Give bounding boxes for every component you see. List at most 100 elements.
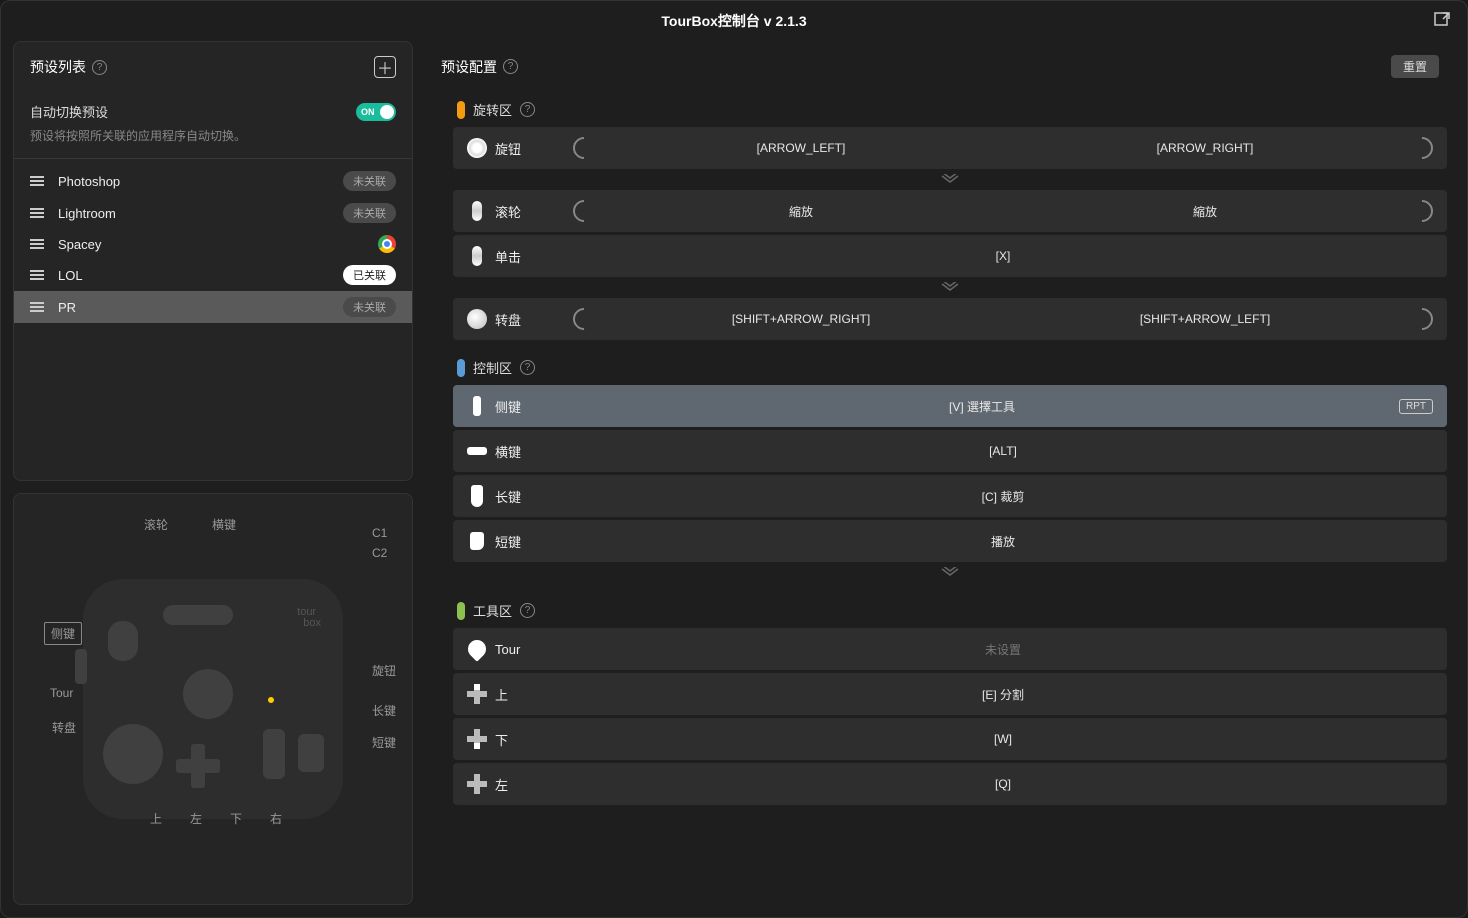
row-label: 短键 (495, 532, 565, 551)
device-diagram-panel: tour box 滚轮横键C1C2侧键Tour转盘旋钮长键短键上左下右 (13, 493, 413, 905)
drag-icon[interactable] (30, 176, 44, 186)
auto-switch-toggle[interactable]: ON (356, 103, 396, 121)
preset-list-panel: 预设列表 ? ＋ 自动切换预设 ON 预设将按照所关联的应用程序自动切换。 (13, 41, 413, 481)
expand-chevron[interactable] (453, 172, 1447, 190)
ccw-icon (568, 303, 599, 334)
help-icon[interactable]: ? (520, 102, 535, 117)
preset-badge: 未关联 (343, 203, 396, 223)
action-row[interactable]: 下[W] (453, 718, 1447, 760)
device-label: C1 (372, 526, 387, 540)
rotate-row[interactable]: 旋钮[ARROW_LEFT][ARROW_RIGHT] (453, 127, 1447, 169)
row-label: Tour (495, 642, 565, 657)
config-section: 工具区? Tour 未设置上 [E] 分割下[W]左[Q] (453, 593, 1447, 805)
drag-icon[interactable] (30, 239, 44, 249)
dev-hkey (163, 605, 233, 625)
toggle-knob (380, 105, 394, 119)
config-body[interactable]: 旋转区?旋钮[ARROW_LEFT][ARROW_RIGHT]滚轮縮放縮放单击[… (425, 92, 1455, 905)
cw-icon (1406, 132, 1437, 163)
auto-switch-desc: 预设将按照所关联的应用程序自动切换。 (30, 127, 396, 144)
config-section: 旋转区?旋钮[ARROW_LEFT][ARROW_RIGHT]滚轮縮放縮放单击[… (453, 92, 1447, 340)
expand-chevron[interactable] (453, 280, 1447, 298)
section-header: 工具区? (453, 593, 1447, 628)
dev-dpad-h (176, 759, 220, 773)
device-label: 长键 (372, 702, 396, 719)
section-marker (457, 101, 465, 119)
drag-icon[interactable] (30, 302, 44, 312)
row-action: [C] 裁剪 (573, 488, 1433, 505)
help-icon[interactable]: ? (520, 360, 535, 375)
action-row[interactable]: 短键播放 (453, 520, 1447, 562)
row-label: 上 (495, 685, 565, 704)
config-panel: 预设配置 ? 重置 旋转区?旋钮[ARROW_LEFT][ARROW_RIGHT… (425, 41, 1455, 905)
expand-icon[interactable] (1433, 11, 1451, 32)
row-label: 转盘 (495, 310, 565, 329)
row-action: [E] 分割 (573, 686, 1433, 703)
row-action: [X] (573, 249, 1433, 263)
dev-scroll (108, 621, 138, 661)
dpad-up-icon (467, 684, 487, 704)
toggle-on-text: ON (361, 107, 375, 117)
dev-sidekey (75, 649, 87, 684)
section-header: 旋转区? (453, 92, 1447, 127)
action-row[interactable]: 单击 [X] (453, 235, 1447, 277)
drag-icon[interactable] (30, 208, 44, 218)
preset-item[interactable]: Spacey (14, 229, 412, 259)
preset-name: PR (58, 300, 329, 315)
action-row[interactable]: 侧键[V] 選擇工具RPT (453, 385, 1447, 427)
row-action: [Q] (573, 777, 1433, 791)
row-action: 未设置 (573, 641, 1433, 658)
rotate-row[interactable]: 滚轮縮放縮放 (453, 190, 1447, 232)
dpad-down-icon (467, 729, 487, 749)
preset-item[interactable]: Photoshop未关联 (14, 165, 412, 197)
section-title: 旋转区 (473, 100, 512, 119)
row-label: 侧键 (495, 397, 565, 416)
section-header: 控制区? (453, 350, 1447, 385)
add-preset-button[interactable]: ＋ (374, 56, 396, 78)
action-row[interactable]: 上 [E] 分割 (453, 673, 1447, 715)
dev-long (263, 729, 285, 779)
auto-switch-section: 自动切换预设 ON 预设将按照所关联的应用程序自动切换。 (14, 92, 412, 159)
preset-list-title: 预设列表 ? (30, 57, 107, 77)
section-marker (457, 359, 465, 377)
preset-item[interactable]: Lightroom未关联 (14, 197, 412, 229)
device-label: 右 (270, 810, 282, 827)
chrome-icon (378, 235, 396, 253)
config-title: 预设配置 ? (441, 57, 518, 77)
expand-chevron[interactable] (453, 565, 1447, 583)
config-header: 预设配置 ? 重置 (425, 41, 1455, 92)
ccw-icon (568, 132, 599, 163)
preset-item[interactable]: LOL已关联 (14, 259, 412, 291)
dev-knob (183, 669, 233, 719)
rotate-row[interactable]: 转盘[SHIFT+ARROW_RIGHT][SHIFT+ARROW_LEFT] (453, 298, 1447, 340)
row-action: [ALT] (573, 444, 1433, 458)
section-marker (457, 602, 465, 620)
preset-item[interactable]: PR未关联 (14, 291, 412, 323)
help-icon[interactable]: ? (520, 603, 535, 618)
help-icon[interactable]: ? (503, 59, 518, 74)
preset-list-title-text: 预设列表 (30, 57, 86, 77)
right-column: 预设配置 ? 重置 旋转区?旋钮[ARROW_LEFT][ARROW_RIGHT… (425, 41, 1455, 905)
preset-list: Photoshop未关联Lightroom未关联SpaceyLOL已关联PR未关… (14, 159, 412, 480)
action-row[interactable]: Tour 未设置 (453, 628, 1447, 670)
cw-icon (1406, 303, 1437, 334)
hkey-icon (467, 441, 487, 461)
reset-button[interactable]: 重置 (1391, 55, 1439, 78)
knob-icon (467, 138, 487, 158)
device-label: 上 (150, 810, 162, 827)
preset-name: Spacey (58, 237, 364, 252)
device-label: C2 (372, 546, 387, 560)
dev-short (298, 734, 324, 772)
action-row[interactable]: 左[Q] (453, 763, 1447, 805)
preset-name: Photoshop (58, 174, 329, 189)
ccw-action: 縮放 (603, 203, 999, 220)
action-row[interactable]: 横键[ALT] (453, 430, 1447, 472)
drag-icon[interactable] (30, 270, 44, 280)
ccw-action: [ARROW_LEFT] (603, 141, 999, 155)
dev-dial (103, 724, 163, 784)
row-label: 单击 (495, 247, 565, 266)
action-row[interactable]: 长键[C] 裁剪 (453, 475, 1447, 517)
help-icon[interactable]: ? (92, 60, 107, 75)
device-label: 下 (230, 810, 242, 827)
cw-action: 縮放 (1007, 203, 1403, 220)
preset-badge: 已关联 (343, 265, 396, 285)
